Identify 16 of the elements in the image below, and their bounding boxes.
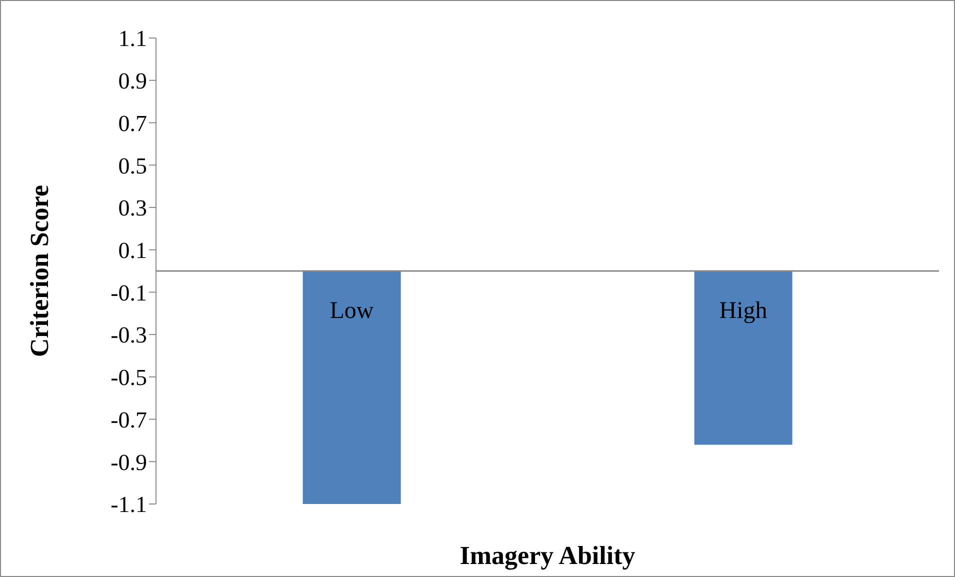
y-tick-label: 1.1 bbox=[118, 26, 147, 52]
y-tick-label: 0.7 bbox=[118, 110, 147, 136]
y-tick-label: -0.5 bbox=[110, 365, 147, 390]
y-tick-label: -0.3 bbox=[110, 322, 147, 348]
x-axis-title: Imagery Ability bbox=[460, 541, 636, 570]
y-tick-label: 0.1 bbox=[118, 238, 147, 263]
y-tick-label: -1.1 bbox=[110, 492, 147, 518]
y-tick-label: 0.5 bbox=[118, 153, 147, 178]
y-tick-label: -0.7 bbox=[110, 407, 147, 432]
y-tick-label: -0.9 bbox=[110, 450, 147, 475]
y-tick-label: -0.1 bbox=[110, 280, 147, 306]
y-tick-label: 0.9 bbox=[118, 68, 147, 94]
y-axis-title: Criterion Score bbox=[25, 184, 54, 358]
x-tick-label: Low bbox=[330, 298, 374, 324]
x-tick-label: High bbox=[719, 298, 768, 324]
y-tick-label: 0.3 bbox=[118, 196, 147, 221]
